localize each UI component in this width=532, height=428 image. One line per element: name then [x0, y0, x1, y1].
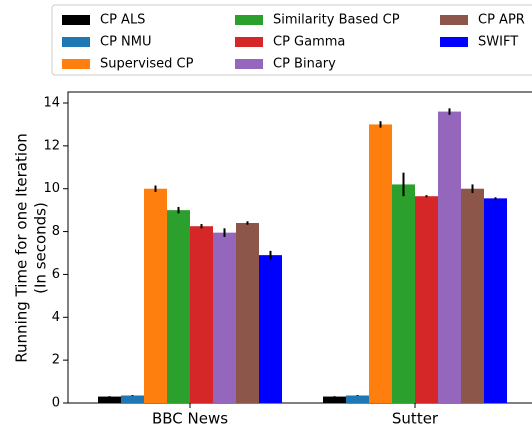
y-tick-label: 10: [43, 181, 60, 196]
legend-swatch: [235, 37, 263, 47]
y-tick-label: 4: [52, 310, 60, 325]
bar: [346, 395, 369, 403]
legend-swatch: [440, 15, 468, 25]
y-tick-label: 6: [52, 267, 60, 282]
bar: [484, 198, 507, 403]
legend-swatch: [440, 37, 468, 47]
bar: [144, 188, 167, 403]
legend-label: CP Gamma: [273, 35, 345, 50]
bar: [190, 226, 213, 403]
bar: [323, 396, 346, 403]
legend-label: CP NMU: [100, 35, 152, 50]
bar: [259, 255, 282, 403]
legend-box: [51, 4, 532, 76]
legend-swatch: [62, 59, 90, 69]
y-axis-label: (In seconds): [32, 202, 50, 294]
y-tick-label: 12: [43, 138, 60, 153]
bar: [167, 210, 190, 403]
legend-swatch: [62, 37, 90, 47]
bar: [213, 232, 236, 403]
legend-label: Similarity Based CP: [273, 13, 400, 28]
y-tick-label: 8: [52, 224, 60, 239]
legend-swatch: [62, 15, 90, 25]
bar: [438, 111, 461, 404]
bar: [369, 124, 392, 403]
bar: [392, 184, 415, 403]
plot-frame: [67, 91, 532, 404]
legend-label: CP Binary: [273, 57, 336, 72]
y-tick-label: 0: [52, 396, 60, 411]
y-tick-label: 14: [43, 96, 60, 111]
bar: [121, 395, 144, 403]
bar: [236, 223, 259, 403]
x-tick-label: Sutter: [392, 410, 439, 428]
legend-swatch: [235, 15, 263, 25]
legend-label: CP ALS: [100, 13, 145, 28]
y-tick-label: 2: [52, 353, 60, 368]
x-tick-label: BBC News: [152, 410, 228, 428]
legend-label: SWIFT: [478, 35, 518, 50]
legend-label: Supervised CP: [100, 57, 194, 72]
y-axis-label: Running Time for one Iteration: [13, 133, 31, 362]
bar: [415, 196, 438, 403]
bar: [98, 396, 121, 403]
legend-swatch: [235, 59, 263, 69]
bar: [461, 188, 484, 403]
legend-label: CP APR: [478, 13, 525, 28]
